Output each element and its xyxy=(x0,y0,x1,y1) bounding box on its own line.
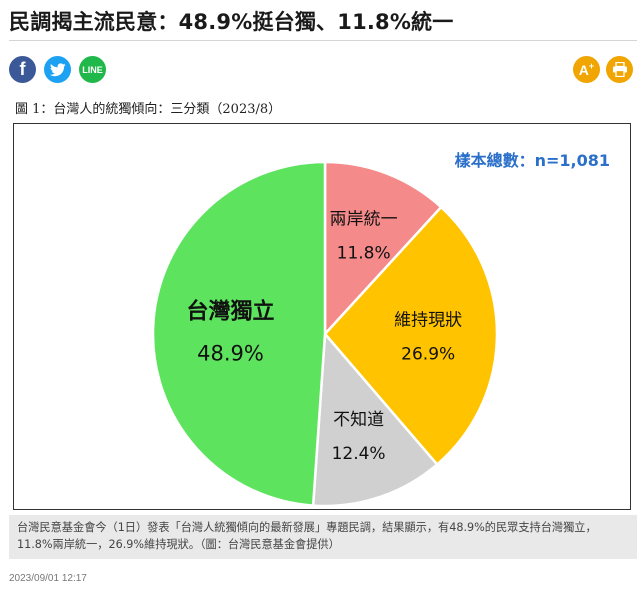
print-button[interactable] xyxy=(606,56,633,83)
pie-chart: 兩岸統一 11.8% 維持現狀 26.9% 不知道 12.4% 台灣獨立 48.9% 樣本總數… xyxy=(151,151,610,508)
pie-slice xyxy=(323,160,443,338)
slice-label: 兩岸統一 xyxy=(330,210,398,230)
publish-timestamp: 2023/09/01 12:17 xyxy=(9,573,87,584)
slice-value-label: 26.9% xyxy=(401,345,455,365)
pie-slice xyxy=(311,330,439,508)
figure-caption: 圖 1：台灣人的統獨傾向：三分類（2023/8） xyxy=(15,102,282,117)
font-size-icon: A xyxy=(578,61,589,78)
slice-value-label: 12.4% xyxy=(332,444,386,464)
slice-label: 台灣獨立 xyxy=(186,299,274,325)
facebook-icon: f xyxy=(19,59,26,79)
headline-divider xyxy=(9,40,637,41)
line-share-button[interactable]: LINE xyxy=(79,56,106,83)
slice-label: 不知道 xyxy=(333,410,384,430)
sample-size-annotation: 樣本總數：n=1,081 xyxy=(455,151,610,170)
pie-slice xyxy=(151,160,327,507)
pie-slice xyxy=(323,205,499,467)
slice-value-label: 48.9% xyxy=(197,342,264,366)
slice-label: 維持現狀 xyxy=(394,311,462,331)
photo-caption: 台灣民意基金會今（1日）發表「台灣人統獨傾向的最新發展」專題民調，結果顯示，有4… xyxy=(9,515,637,559)
pie-chart-frame: 兩岸統一 11.8% 維持現狀 26.9% 不知道 12.4% 台灣獨立 48.9% 樣本總數… xyxy=(13,123,631,510)
article-headline: 民調揭主流民意：48.9%挺台獨、11.8%統一 xyxy=(9,10,454,34)
print-icon xyxy=(612,62,627,77)
facebook-share-button[interactable]: f xyxy=(9,56,36,83)
line-icon: LINE xyxy=(82,64,103,75)
slice-value-label: 11.8% xyxy=(337,244,391,264)
font-size-button[interactable]: A + xyxy=(573,56,600,83)
twitter-share-button[interactable] xyxy=(44,56,71,83)
twitter-icon xyxy=(49,62,66,76)
font-size-plus: + xyxy=(588,60,595,71)
